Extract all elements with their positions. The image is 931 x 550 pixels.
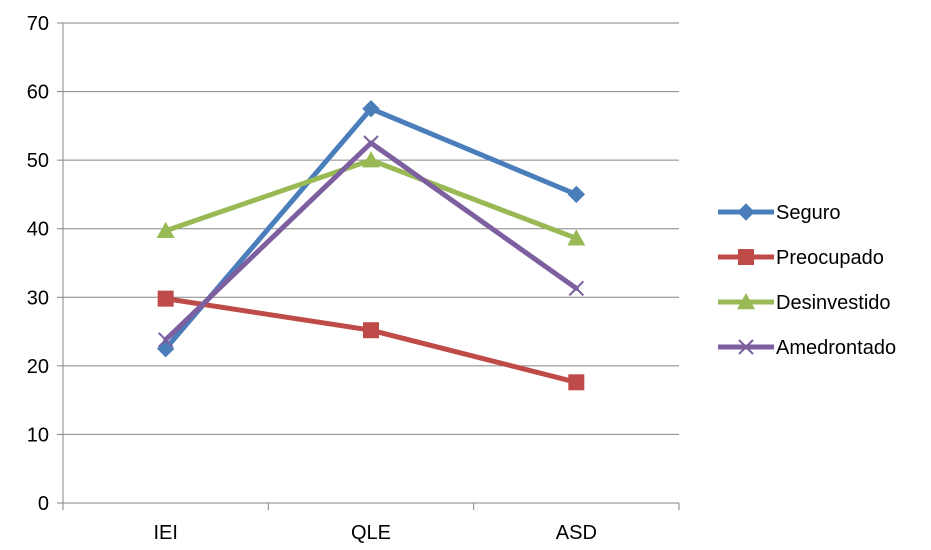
legend-label: Amedrontado bbox=[776, 337, 896, 359]
y-tick-label: 70 bbox=[27, 13, 49, 35]
data-point bbox=[567, 229, 586, 246]
y-tick-label: 40 bbox=[27, 219, 49, 241]
legend-label: Desinvestido bbox=[776, 292, 891, 314]
gridlines bbox=[63, 22, 679, 435]
y-tick-label: 50 bbox=[27, 150, 49, 172]
legend-marker bbox=[737, 293, 755, 310]
data-point bbox=[567, 185, 586, 204]
y-tick-label: 60 bbox=[27, 82, 49, 104]
legend-item-amedrontado: Amedrontado bbox=[718, 337, 896, 359]
data-point bbox=[363, 322, 379, 339]
x-marker-stroke bbox=[363, 135, 379, 151]
legend-item-desinvestido: Desinvestido bbox=[718, 292, 891, 314]
legend-label: Preocupado bbox=[776, 247, 884, 269]
series bbox=[156, 100, 586, 391]
data-point bbox=[157, 332, 174, 348]
data-point bbox=[568, 280, 585, 297]
y-tick-label: 20 bbox=[27, 356, 49, 378]
data-point bbox=[157, 290, 174, 307]
series-desinvestido bbox=[156, 151, 586, 246]
axes: 0 10 20 30 40 50 60 70 IEI QLE ASD bbox=[27, 13, 680, 544]
x-tick-label: QLE bbox=[351, 522, 391, 544]
legend-label: Seguro bbox=[776, 202, 841, 224]
x-marker-stroke bbox=[738, 339, 754, 355]
y-tick-label: 10 bbox=[27, 424, 49, 446]
data-point bbox=[362, 100, 380, 118]
legend-item-preocupado: Preocupado bbox=[718, 247, 884, 269]
x-marker-stroke bbox=[568, 280, 585, 297]
legend: Seguro Preocupado Desinvestido Amedrontado bbox=[718, 202, 896, 359]
x-tick-label: IEI bbox=[153, 522, 177, 544]
legend-marker bbox=[738, 249, 754, 265]
data-point bbox=[156, 221, 175, 238]
data-point bbox=[568, 374, 585, 391]
series-amedrontado bbox=[157, 135, 585, 348]
x-marker-stroke bbox=[157, 332, 174, 348]
legend-item-seguro: Seguro bbox=[718, 202, 841, 224]
y-tick-label: 30 bbox=[27, 287, 49, 309]
series-line bbox=[163, 296, 579, 385]
legend-marker bbox=[738, 339, 754, 355]
y-tick-label: 0 bbox=[38, 493, 49, 515]
series-preocupado bbox=[157, 290, 585, 391]
legend-marker bbox=[737, 203, 755, 221]
series-line bbox=[163, 157, 579, 241]
x-tick-label: ASD bbox=[556, 522, 597, 544]
data-point bbox=[363, 135, 379, 151]
data-point bbox=[362, 151, 380, 168]
